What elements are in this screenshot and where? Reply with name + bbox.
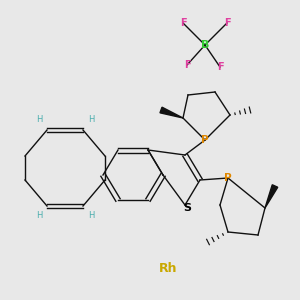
Text: F: F — [180, 18, 186, 28]
Text: Rh: Rh — [159, 262, 177, 275]
Text: H: H — [88, 212, 94, 220]
Text: P: P — [201, 135, 209, 145]
Text: H: H — [88, 116, 94, 124]
Text: F: F — [224, 18, 230, 28]
Text: S: S — [183, 203, 191, 213]
Polygon shape — [160, 107, 183, 118]
Text: F: F — [217, 62, 223, 72]
Text: H: H — [36, 212, 42, 220]
Text: P: P — [224, 173, 232, 183]
Text: H: H — [36, 116, 42, 124]
Text: B: B — [201, 40, 209, 50]
Polygon shape — [265, 185, 278, 208]
Text: F: F — [184, 60, 190, 70]
